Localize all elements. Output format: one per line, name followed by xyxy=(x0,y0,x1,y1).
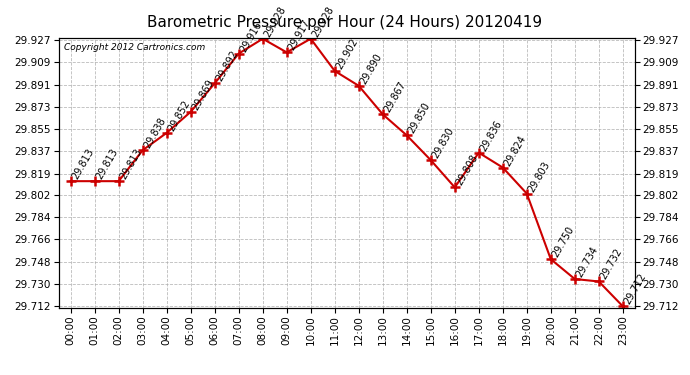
Text: 29.838: 29.838 xyxy=(143,116,168,150)
Text: 29.928: 29.928 xyxy=(310,4,336,39)
Text: 29.803: 29.803 xyxy=(526,159,552,194)
Text: 29.813: 29.813 xyxy=(70,147,96,181)
Text: Barometric Pressure per Hour (24 Hours) 20120419: Barometric Pressure per Hour (24 Hours) … xyxy=(148,15,542,30)
Text: 29.836: 29.836 xyxy=(479,118,504,153)
Text: 29.824: 29.824 xyxy=(503,133,529,168)
Text: 29.867: 29.867 xyxy=(383,80,408,114)
Text: 29.830: 29.830 xyxy=(431,126,456,160)
Text: 29.734: 29.734 xyxy=(575,244,600,279)
Text: 29.813: 29.813 xyxy=(95,147,120,181)
Text: 29.808: 29.808 xyxy=(455,153,480,188)
Text: 29.917: 29.917 xyxy=(287,18,313,53)
Text: 29.916: 29.916 xyxy=(239,20,264,54)
Text: 29.850: 29.850 xyxy=(406,101,433,135)
Text: 29.892: 29.892 xyxy=(215,49,240,83)
Text: 29.852: 29.852 xyxy=(167,98,193,133)
Text: 29.890: 29.890 xyxy=(359,52,384,86)
Text: 29.712: 29.712 xyxy=(623,272,649,306)
Text: 29.928: 29.928 xyxy=(263,4,288,39)
Text: Copyright 2012 Cartronics.com: Copyright 2012 Cartronics.com xyxy=(64,43,206,52)
Text: 29.750: 29.750 xyxy=(551,225,576,259)
Text: 29.869: 29.869 xyxy=(190,78,216,112)
Text: 29.732: 29.732 xyxy=(599,247,624,282)
Text: 29.902: 29.902 xyxy=(335,37,360,71)
Text: 29.813: 29.813 xyxy=(119,147,144,181)
